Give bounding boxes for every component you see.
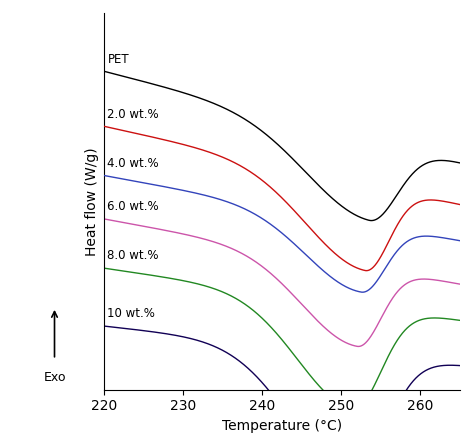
- Y-axis label: Heat flow (W/g): Heat flow (W/g): [85, 147, 99, 256]
- Text: 2.0 wt.%: 2.0 wt.%: [108, 108, 159, 121]
- Text: 6.0 wt.%: 6.0 wt.%: [108, 200, 159, 213]
- Text: PET: PET: [108, 52, 129, 65]
- Text: Exo: Exo: [43, 371, 66, 384]
- X-axis label: Temperature (°C): Temperature (°C): [222, 419, 342, 433]
- Text: 4.0 wt.%: 4.0 wt.%: [108, 157, 159, 170]
- Text: 8.0 wt.%: 8.0 wt.%: [108, 250, 159, 263]
- Text: 10 wt.%: 10 wt.%: [108, 307, 155, 320]
